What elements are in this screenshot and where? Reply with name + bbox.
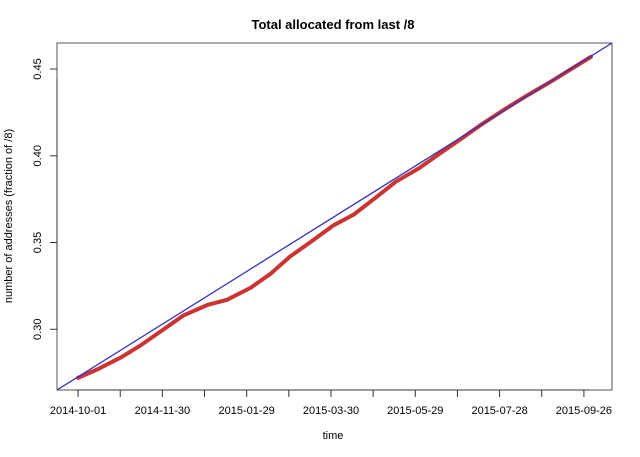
chart-title: Total allocated from last /8 [251,17,414,32]
y-axis: 0.30 0.35 0.40 0.45 [32,58,58,340]
x-axis: 2014-10-01 2014-11-30 2015-01-29 2015-03-30… [50,389,612,417]
x-axis-label: time [323,430,344,442]
x-tick-label: 2015-03-30 [303,405,359,417]
series-line-trend [57,43,612,390]
x-tick-label: 2015-07-28 [471,405,527,417]
x-tick-label: 2015-09-26 [556,405,612,417]
plot-area [57,43,612,390]
y-tick-label: 0.30 [32,319,44,340]
y-tick-label: 0.40 [32,145,44,166]
x-tick-label: 2014-10-01 [50,405,106,417]
y-tick-label: 0.35 [32,232,44,253]
x-tick-label: 2015-05-29 [387,405,443,417]
series-line-observed [76,54,593,380]
y-axis-label: number of addresses (fraction of /8) [3,129,15,303]
x-tick-label: 2014-11-30 [135,405,190,417]
x-tick-label: 2015-01-29 [219,405,275,417]
y-tick-label: 0.45 [32,58,44,79]
